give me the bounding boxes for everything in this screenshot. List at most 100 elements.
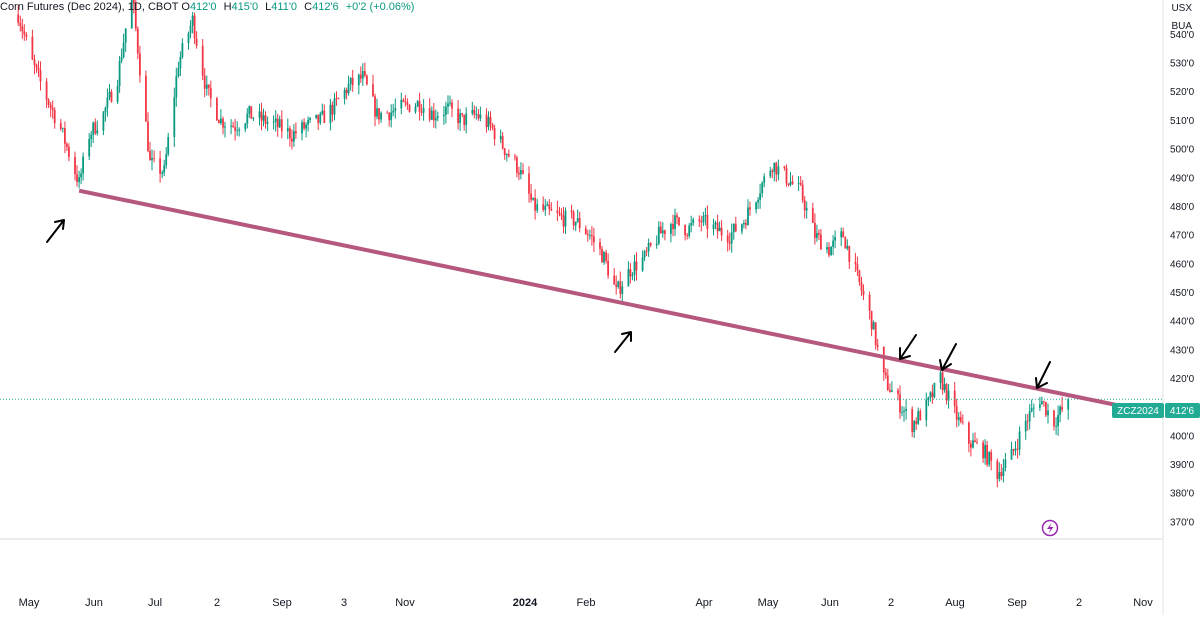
candle bbox=[688, 223, 691, 239]
candle bbox=[329, 98, 332, 131]
low-label: L bbox=[265, 1, 272, 13]
candle bbox=[589, 229, 591, 240]
candle bbox=[236, 121, 239, 136]
candle bbox=[139, 45, 141, 83]
open-label: O bbox=[181, 1, 190, 13]
candle bbox=[968, 421, 970, 453]
candle bbox=[276, 113, 279, 137]
candle bbox=[333, 92, 336, 121]
candle bbox=[345, 87, 348, 100]
candle bbox=[870, 310, 873, 337]
candle bbox=[1014, 441, 1017, 456]
candle bbox=[108, 84, 111, 101]
candle bbox=[645, 247, 648, 256]
time-tick-label: May bbox=[758, 597, 779, 609]
candle bbox=[947, 383, 950, 409]
candle bbox=[514, 153, 516, 161]
candle bbox=[690, 215, 693, 233]
candle bbox=[323, 104, 326, 124]
candle bbox=[986, 440, 988, 467]
time-axis[interactable]: May Jun Jul 2 Sep 3 Nov 2024 Feb Apr May Jun 2 Aug Sep… bbox=[19, 597, 1154, 609]
candle bbox=[773, 162, 776, 182]
candle bbox=[404, 95, 407, 107]
candle bbox=[94, 118, 97, 135]
trendline[interactable] bbox=[78, 188, 1148, 414]
candle bbox=[844, 236, 847, 249]
candle bbox=[728, 232, 731, 251]
candle bbox=[443, 106, 445, 125]
candle bbox=[811, 202, 814, 223]
time-tick-label: 3 bbox=[341, 597, 347, 609]
candle bbox=[248, 105, 251, 118]
candle bbox=[386, 110, 389, 114]
price-axis[interactable]: 540'0 530'0 520'0 510'0 500'0 490'0 480'0 470'0… bbox=[1170, 30, 1195, 528]
candle bbox=[272, 115, 275, 130]
replay-icon[interactable] bbox=[1041, 519, 1059, 537]
candle bbox=[349, 77, 352, 91]
candle bbox=[49, 101, 52, 118]
candle bbox=[901, 406, 903, 417]
arrow-down-icon bbox=[1035, 361, 1051, 389]
candle bbox=[335, 91, 338, 106]
candle bbox=[613, 268, 616, 285]
time-tick-label: Nov bbox=[1133, 597, 1153, 609]
candle bbox=[451, 99, 453, 118]
candle bbox=[45, 78, 48, 109]
candle bbox=[627, 261, 630, 287]
time-tick-label: Feb bbox=[577, 597, 596, 609]
price-tick-label: 460'0 bbox=[1170, 259, 1195, 270]
time-tick-label: Jun bbox=[85, 597, 103, 609]
candle bbox=[676, 212, 678, 225]
candle bbox=[23, 24, 26, 41]
candle bbox=[785, 164, 788, 187]
candle bbox=[163, 159, 166, 177]
candle bbox=[422, 99, 425, 121]
price-tick-label: 470'0 bbox=[1170, 231, 1195, 242]
price-tick-label: 500'0 bbox=[1170, 145, 1195, 156]
candle bbox=[1010, 441, 1013, 460]
candle bbox=[700, 215, 703, 232]
candle bbox=[357, 73, 360, 95]
candle bbox=[394, 98, 397, 119]
unit-label[interactable]: BUA bbox=[1171, 21, 1192, 32]
candle bbox=[388, 112, 391, 127]
candle bbox=[629, 263, 632, 284]
candle bbox=[471, 101, 474, 116]
candle bbox=[518, 166, 520, 181]
candle bbox=[714, 220, 717, 230]
candle bbox=[47, 98, 50, 108]
candle bbox=[430, 106, 433, 121]
candle bbox=[234, 119, 236, 141]
candle bbox=[80, 168, 82, 185]
candle bbox=[556, 200, 559, 222]
candle bbox=[408, 104, 411, 113]
candle bbox=[998, 462, 1001, 482]
candle bbox=[884, 368, 887, 379]
candle bbox=[704, 207, 707, 226]
candle bbox=[78, 170, 80, 189]
candle bbox=[941, 367, 944, 395]
candle bbox=[730, 223, 733, 253]
candle bbox=[337, 97, 340, 100]
candle bbox=[791, 175, 794, 185]
candle bbox=[996, 458, 999, 488]
candle bbox=[1030, 399, 1033, 413]
candle bbox=[136, 26, 139, 60]
candle bbox=[982, 440, 984, 463]
candle bbox=[319, 111, 322, 126]
candle bbox=[550, 202, 553, 211]
candle bbox=[457, 100, 459, 130]
candle bbox=[347, 75, 350, 96]
candle bbox=[493, 124, 496, 146]
candle bbox=[797, 176, 800, 191]
candle bbox=[814, 213, 816, 245]
currency-label[interactable]: USX bbox=[1171, 3, 1192, 14]
candle bbox=[205, 75, 208, 96]
candle bbox=[570, 204, 573, 219]
candle bbox=[301, 119, 303, 141]
candle bbox=[828, 242, 830, 258]
candle bbox=[165, 147, 168, 169]
candle bbox=[574, 221, 577, 232]
